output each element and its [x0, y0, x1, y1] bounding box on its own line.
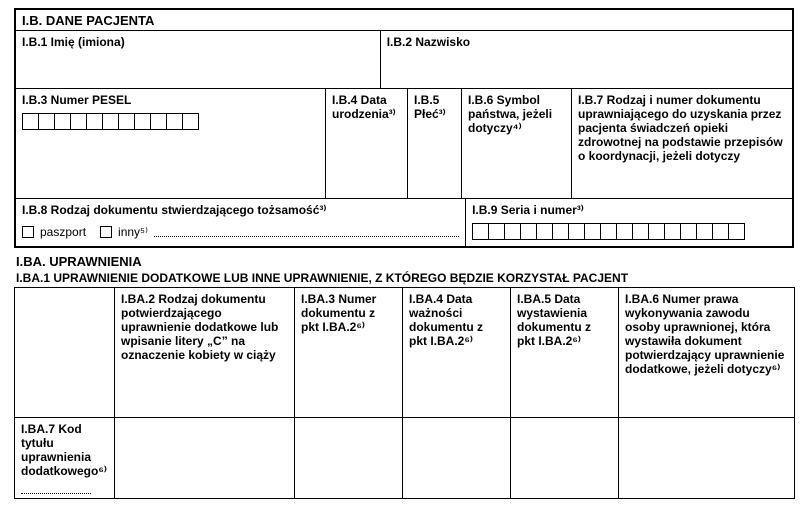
iba-row2-c2[interactable] — [115, 418, 295, 499]
iba6-header: I.BA.6 Numer prawa wykonywania zawodu os… — [619, 288, 795, 418]
ib4-cell[interactable]: I.B.4 Data urodzenia³⁾ — [326, 89, 408, 199]
other-label: inny⁵⁾ — [118, 225, 148, 239]
ib1-label: I.B.1 Imię (imiona) — [22, 35, 125, 49]
ib3-cell[interactable]: I.B.3 Numer PESEL — [16, 89, 326, 199]
ib2-cell[interactable]: I.B.2 Nazwisko — [381, 31, 792, 89]
ib-row-2: I.B.3 Numer PESEL I.B.4 Data urodzenia³⁾… — [16, 89, 792, 199]
serial-boxes[interactable] — [472, 223, 786, 240]
pesel-boxes[interactable] — [22, 113, 319, 130]
ib3-label: I.B.3 Numer PESEL — [22, 93, 131, 107]
ib6-label: I.B.6 Symbol państwa, jeżeli dotyczy⁴⁾ — [468, 93, 552, 135]
iba5-header: I.BA.5 Data wystawienia dokumentu z pkt … — [511, 288, 619, 418]
iba3-header: I.BA.3 Numer dokumentu z pkt I.BA.2⁶⁾ — [295, 288, 403, 418]
iba-row2-c3[interactable] — [295, 418, 403, 499]
iba-subtitle: I.BA.1 UPRAWNIENIE DODATKOWE LUB INNE UP… — [16, 271, 794, 285]
ib-title: I.B. DANE PACJENTA — [16, 10, 792, 31]
ib7-label: I.B.7 Rodzaj i numer dokumentu uprawniaj… — [578, 93, 783, 163]
ib-row-1: I.B.1 Imię (imiona) I.B.2 Nazwisko — [16, 31, 792, 89]
iba-title: I.BA. UPRAWNIENIA — [16, 254, 794, 269]
ib9-cell[interactable]: I.B.9 Seria i numer³⁾ — [466, 199, 792, 246]
ib-row-3: I.B.8 Rodzaj dokumentu stwierdzającego t… — [16, 199, 792, 246]
iba-diagonal-cell — [15, 288, 115, 418]
iba4-header: I.BA.4 Data ważności dokumentu z pkt I.B… — [403, 288, 511, 418]
iba7-label: I.BA.7 Kod tytułu uprawnienia dodatkoweg… — [21, 422, 107, 478]
ib5-cell[interactable]: I.B.5 Płeć³⁾ — [408, 89, 462, 199]
iba7-cell[interactable]: I.BA.7 Kod tytułu uprawnienia dodatkoweg… — [15, 418, 115, 499]
iba-table: I.BA.2 Rodzaj dokumentu potwierdzającego… — [14, 287, 795, 499]
ib4-label: I.B.4 Data urodzenia³⁾ — [332, 93, 396, 121]
ib5-label: I.B.5 Płeć³⁾ — [414, 93, 446, 121]
ib1-cell[interactable]: I.B.1 Imię (imiona) — [16, 31, 381, 89]
ib7-cell[interactable]: I.B.7 Rodzaj i numer dokumentu uprawniaj… — [572, 89, 792, 199]
other-dotted-line[interactable] — [154, 227, 459, 237]
ib2-label: I.B.2 Nazwisko — [387, 35, 470, 49]
section-ib-dane-pacjenta: I.B. DANE PACJENTA I.B.1 Imię (imiona) I… — [14, 8, 794, 248]
ib9-label: I.B.9 Seria i numer³⁾ — [472, 203, 584, 217]
ib8-cell[interactable]: I.B.8 Rodzaj dokumentu stwierdzającego t… — [16, 199, 466, 246]
ib6-cell[interactable]: I.B.6 Symbol państwa, jeżeli dotyczy⁴⁾ — [462, 89, 572, 199]
iba-row2-c4[interactable] — [403, 418, 511, 499]
checkbox-passport[interactable] — [22, 226, 34, 238]
iba7-dotted-line[interactable] — [21, 484, 91, 494]
passport-label: paszport — [40, 225, 86, 239]
ib8-label: I.B.8 Rodzaj dokumentu stwierdzającego t… — [22, 203, 326, 217]
ib8-options: paszport inny⁵⁾ — [22, 225, 459, 239]
iba2-header: I.BA.2 Rodzaj dokumentu potwierdzającego… — [115, 288, 295, 418]
checkbox-other[interactable] — [100, 226, 112, 238]
iba-row2-c5[interactable] — [511, 418, 619, 499]
iba-row2-c6[interactable] — [619, 418, 795, 499]
